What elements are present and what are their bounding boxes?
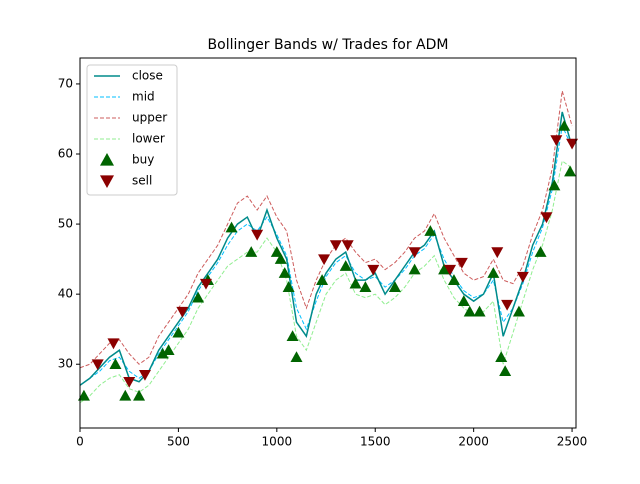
trade-marker <box>457 295 470 306</box>
legend-marker <box>100 153 114 166</box>
trade-marker <box>270 246 283 257</box>
trade-marker <box>278 267 291 278</box>
x-tick-label: 1500 <box>360 435 391 449</box>
y-tick-label: 40 <box>58 287 73 301</box>
trade-marker <box>550 135 563 146</box>
trade-marker <box>119 389 132 401</box>
legend-label: buy <box>132 153 154 167</box>
trade-marker <box>318 254 331 266</box>
trade-marker <box>349 277 362 289</box>
trade-marker <box>548 179 561 191</box>
trade-marker <box>566 138 579 150</box>
trade-marker <box>564 165 577 177</box>
trade-marker <box>339 260 352 271</box>
trade-marker <box>447 274 460 285</box>
y-tick-label: 30 <box>58 357 73 371</box>
trade-marker <box>463 305 476 317</box>
trade-marker <box>540 212 553 224</box>
trade-marker <box>341 240 354 252</box>
trade-marker <box>316 274 329 285</box>
legend-label: sell <box>132 174 152 188</box>
trade-marker <box>176 306 189 318</box>
x-tick-label: 2000 <box>458 435 489 449</box>
trade-marker <box>225 221 238 233</box>
x-tick-label: 500 <box>167 435 190 449</box>
legend-marker <box>100 175 114 188</box>
trade-marker <box>172 326 185 338</box>
trade-marker <box>495 351 508 363</box>
chart-title: Bollinger Bands w/ Trades for ADM <box>208 37 449 53</box>
trade-marker <box>274 253 287 264</box>
trade-marker <box>558 119 571 131</box>
trade-marker <box>501 299 514 311</box>
trade-marker <box>286 330 299 342</box>
y-tick-label: 60 <box>58 147 73 161</box>
line-lower <box>80 160 573 404</box>
trade-marker <box>408 247 421 259</box>
trade-marker <box>512 305 525 317</box>
trade-marker <box>290 351 303 363</box>
trade-marker <box>282 281 295 292</box>
legend-label: close <box>132 69 163 83</box>
line-upper <box>80 90 573 369</box>
trade-marker <box>109 358 122 370</box>
trade-marker <box>91 359 104 371</box>
trade-marker <box>123 376 136 388</box>
trade-marker <box>473 305 486 317</box>
trade-marker <box>516 271 529 283</box>
trade-marker <box>77 389 90 401</box>
trade-marker <box>491 247 504 259</box>
line-close <box>80 111 573 386</box>
x-tick-label: 0 <box>76 435 84 449</box>
trade-marker <box>199 278 212 290</box>
legend-label: mid <box>132 90 155 104</box>
x-tick-label: 2500 <box>557 435 588 449</box>
trade-marker <box>162 344 175 356</box>
trade-marker <box>455 257 468 269</box>
y-tick-label: 70 <box>58 76 73 90</box>
trade-marker <box>329 240 342 252</box>
trade-marker <box>534 246 547 257</box>
trade-marker <box>408 263 421 275</box>
trade-marker <box>438 263 451 275</box>
trade-marker <box>444 264 457 276</box>
trade-marker <box>367 264 380 276</box>
x-tick-label: 1000 <box>262 435 293 449</box>
trade-marker <box>499 365 512 377</box>
trade-marker <box>156 347 169 359</box>
trade-marker <box>388 281 401 292</box>
trade-marker <box>138 369 151 381</box>
y-tick-label: 50 <box>58 217 73 231</box>
trade-marker <box>251 229 264 241</box>
trade-marker <box>424 225 437 236</box>
trade-marker <box>359 281 372 292</box>
trade-marker <box>192 291 205 303</box>
trade-marker <box>487 267 500 278</box>
trade-marker <box>133 389 146 401</box>
legend-label: lower <box>132 132 165 146</box>
plot-frame <box>79 57 577 429</box>
trade-marker <box>107 338 120 350</box>
trade-marker <box>245 246 258 257</box>
legend-label: upper <box>132 111 167 125</box>
